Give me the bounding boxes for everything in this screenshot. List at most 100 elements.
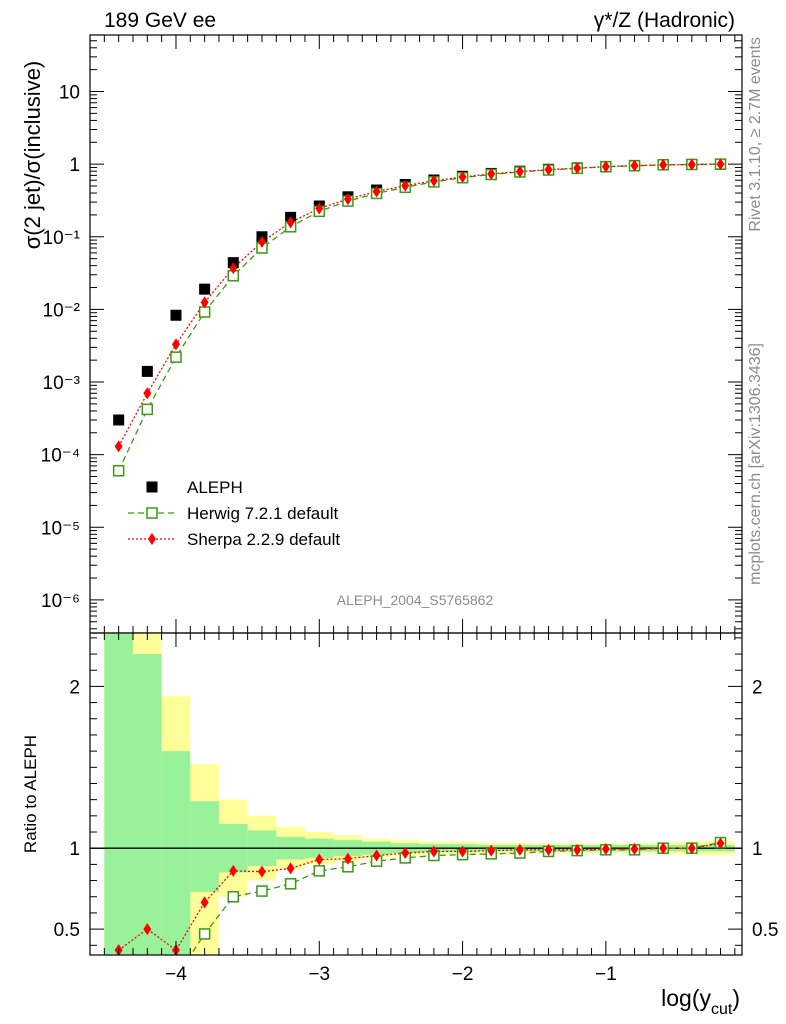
ratio-band-inner <box>161 751 191 955</box>
x-tick-label: −4 <box>165 964 187 985</box>
x-axis-label-sub: cut <box>711 1001 733 1018</box>
ratio-point-herwig-7-2-1-default <box>284 878 297 890</box>
main-point-sherpa-2-2-9-default <box>171 338 180 351</box>
ratio-point-sherpa-2-2-9-default <box>544 843 553 856</box>
x-tick-label: −3 <box>308 964 330 985</box>
x-tick-label: −2 <box>452 964 474 985</box>
main-y-tick-label: 10⁻¹ <box>43 228 81 249</box>
ratio-point-herwig-7-2-1-default <box>198 928 211 940</box>
x-tick-label: −1 <box>595 964 617 985</box>
ratio-point-sherpa-2-2-9-default <box>601 843 610 856</box>
ratio-band-inner <box>190 801 219 892</box>
ratio-ticks: 0.5 0.5 1 1 2 2 −4 −3 −2 −1 <box>54 633 778 985</box>
ratio-point-sherpa-2-2-9-default <box>315 853 324 866</box>
ratio-y-tick-label-left: 1 <box>69 839 80 860</box>
main-plot-area <box>112 158 727 477</box>
ratio-frame <box>89 632 743 956</box>
ratio-band-inner <box>104 633 133 955</box>
main-point-herwig-7-2-1-default <box>112 464 125 477</box>
main-point-sherpa-2-2-9-default <box>286 216 295 229</box>
ratio-panel: 0.5 0.5 1 1 2 2 −4 −3 −2 −1 Ratio to ALEPH log(yc… <box>21 632 778 1018</box>
main-y-tick-label: 10⁻³ <box>43 373 81 394</box>
main-point-sherpa-2-2-9-default <box>229 262 238 275</box>
ratio-point-sherpa-2-2-9-default <box>229 864 238 877</box>
ratio-point-sherpa-2-2-9-default <box>716 837 725 850</box>
main-point-sherpa-2-2-9-default <box>429 174 438 187</box>
ratio-point-sherpa-2-2-9-default <box>286 862 295 875</box>
main-point-aleph <box>141 365 153 377</box>
ratio-y-axis-label: Ratio to ALEPH <box>21 735 40 853</box>
main-line-sherpa-2-2-9-default <box>118 163 721 447</box>
main-point-sherpa-2-2-9-default <box>716 158 725 171</box>
side-label-rivet: Rivet 3.1.10, ≥ 2.7M events <box>747 37 764 232</box>
main-point-herwig-7-2-1-default <box>141 403 154 416</box>
main-point-herwig-7-2-1-default <box>198 306 211 318</box>
header-right: γ*/Z (Hadronic) <box>594 9 735 32</box>
main-point-sherpa-2-2-9-default <box>487 167 496 180</box>
ratio-point-sherpa-2-2-9-default <box>515 843 524 856</box>
main-point-sherpa-2-2-9-default <box>143 387 152 400</box>
ratio-point-sherpa-2-2-9-default <box>372 849 381 862</box>
x-axis-label-close: ) <box>732 985 740 1011</box>
main-point-herwig-7-2-1-default <box>170 351 182 363</box>
legend-marker-aleph <box>146 481 158 493</box>
main-point-sherpa-2-2-9-default <box>257 235 266 248</box>
legend-label-sherpa-2-2-9-default: Sherpa 2.2.9 default <box>187 530 340 549</box>
main-y-tick-label: 10⁻⁴ <box>41 446 80 467</box>
header-left: 189 GeV ee <box>104 9 216 32</box>
main-point-sherpa-2-2-9-default <box>458 171 467 184</box>
main-y-axis-label: σ(2 jet)/σ(inclusive) <box>20 61 45 250</box>
ratio-point-sherpa-2-2-9-default <box>343 852 352 865</box>
ratio-point-sherpa-2-2-9-default <box>401 847 410 860</box>
main-point-sherpa-2-2-9-default <box>401 179 410 192</box>
ratio-band-inner <box>132 654 162 955</box>
main-point-sherpa-2-2-9-default <box>200 296 209 309</box>
main-point-sherpa-2-2-9-default <box>630 159 639 172</box>
main-point-sherpa-2-2-9-default <box>343 193 352 206</box>
main-point-sherpa-2-2-9-default <box>687 158 696 171</box>
main-y-tick-label: 1 <box>69 155 80 176</box>
ratio-point-sherpa-2-2-9-default <box>630 843 639 856</box>
ratio-point-herwig-7-2-1-default <box>256 885 268 897</box>
ratio-point-herwig-7-2-1-default <box>313 865 326 877</box>
ratio-y-tick-label-right: 0.5 <box>752 920 778 941</box>
main-point-aleph <box>113 414 125 426</box>
ratio-point-sherpa-2-2-9-default <box>200 896 209 909</box>
ratio-point-sherpa-2-2-9-default <box>429 845 438 858</box>
main-point-sherpa-2-2-9-default <box>573 162 582 175</box>
side-label-mcplots: mcplots.cern.ch [arXiv:1306.3436] <box>747 343 764 585</box>
legend-label-herwig-7-2-1-default: Herwig 7.2.1 default <box>187 504 338 523</box>
legend-marker-herwig-7-2-1-default <box>146 507 158 519</box>
ratio-point-herwig-7-2-1-default <box>227 890 240 903</box>
main-y-tick-label: 10 <box>59 83 80 104</box>
ratio-point-sherpa-2-2-9-default <box>687 842 696 855</box>
legend-marker-sherpa-2-2-9-default <box>148 533 156 545</box>
main-point-sherpa-2-2-9-default <box>601 160 610 173</box>
main-point-aleph <box>170 309 182 321</box>
ratio-point-sherpa-2-2-9-default <box>573 843 582 856</box>
ratio-y-tick-label-left: 0.5 <box>54 920 80 941</box>
legend: ALEPH Herwig 7.2.1 default Sherpa 2.2.9 de… <box>128 478 340 549</box>
ratio-y-tick-label-right: 2 <box>752 677 763 698</box>
main-point-aleph <box>199 283 211 295</box>
ratio-point-sherpa-2-2-9-default <box>257 865 266 878</box>
ratio-plot-area <box>90 633 742 955</box>
main-point-sherpa-2-2-9-default <box>515 165 524 178</box>
main-point-sherpa-2-2-9-default <box>315 202 324 215</box>
ratio-y-tick-label-right: 1 <box>752 839 763 860</box>
main-point-sherpa-2-2-9-default <box>659 158 668 171</box>
ratio-line-sherpa-2-2-9-default <box>118 842 721 952</box>
main-point-sherpa-2-2-9-default <box>544 163 553 176</box>
main-point-sherpa-2-2-9-default <box>114 440 123 453</box>
x-axis-label: log(ycut) <box>661 985 740 1018</box>
ratio-point-sherpa-2-2-9-default <box>458 845 467 858</box>
main-y-tick-label: 10⁻² <box>43 300 81 321</box>
ratio-point-sherpa-2-2-9-default <box>143 923 152 936</box>
watermark-label: ALEPH_2004_S5765862 <box>337 592 494 608</box>
main-line-herwig-7-2-1-default <box>118 163 721 471</box>
ratio-point-sherpa-2-2-9-default <box>487 844 496 857</box>
main-panel: ALEPH_2004_S5765862 ALEPH Herwig 7.2.1 de… <box>20 34 743 634</box>
ratio-point-sherpa-2-2-9-default <box>659 842 668 855</box>
main-y-tick-label: 10⁻⁶ <box>41 591 80 612</box>
